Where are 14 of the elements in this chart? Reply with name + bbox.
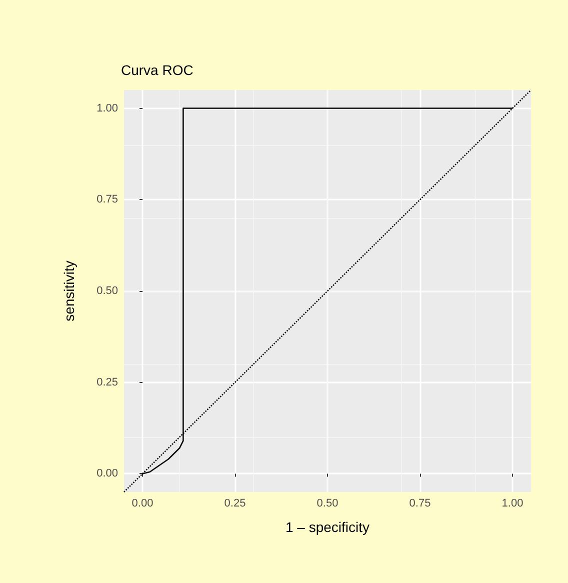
y-tick-label: 0.75 — [96, 194, 118, 206]
x-axis-title: 1 – specificity — [285, 519, 370, 535]
y-tick-label: 0.25 — [96, 376, 118, 388]
y-tick-label: 0.00 — [96, 468, 118, 480]
chart-title: Curva ROC — [121, 62, 194, 78]
line-series — [142, 108, 514, 474]
y-axis-title: sensitivity — [61, 260, 77, 322]
x-tick-label: 1.00 — [502, 498, 524, 510]
y-tick-label: 1.00 — [96, 102, 118, 114]
x-tick-label: 0.25 — [224, 498, 246, 510]
y-tick-label: 0.50 — [96, 285, 118, 297]
x-tick-label: 0.75 — [409, 498, 431, 510]
x-tick-label: 0.00 — [132, 498, 154, 510]
x-tick-label: 0.50 — [316, 498, 338, 510]
